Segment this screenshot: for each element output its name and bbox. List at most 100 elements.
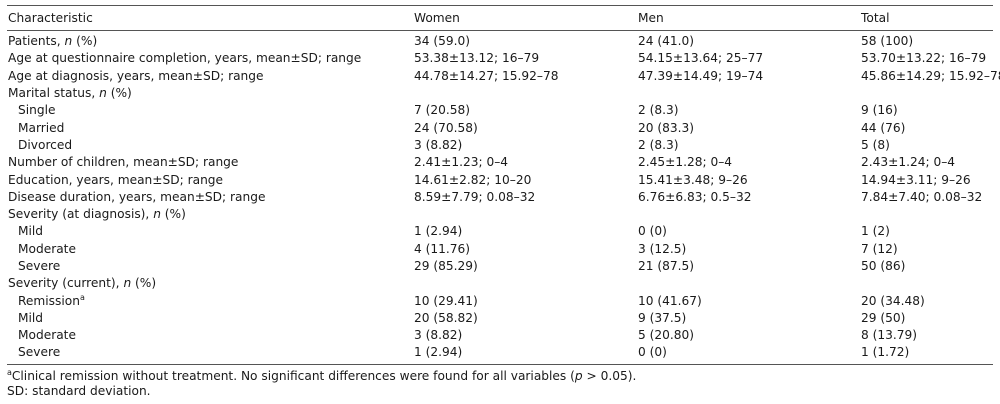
cell-men: 5 (20.80) bbox=[638, 328, 695, 343]
table-row: Remissiona 10 (29.41) 10 (41.67) 20 (34.48) bbox=[7, 292, 993, 309]
cell-total bbox=[860, 206, 993, 223]
cell-total: 7.84±7.40; 0.08–32 bbox=[861, 189, 983, 204]
cell-men bbox=[637, 275, 860, 292]
row-label-text: Severity (current), bbox=[8, 276, 124, 291]
table-row: Severity (at diagnosis), n (%) bbox=[7, 206, 993, 223]
row-label-text: Married bbox=[18, 120, 65, 135]
row-label: Moderate bbox=[7, 241, 413, 258]
row-label: Severe bbox=[7, 344, 413, 365]
cell-men bbox=[637, 85, 860, 102]
cell-total: 45.86±14.29; 15.92–78 bbox=[861, 68, 1000, 83]
row-label: Number of children, mean±SD; range bbox=[7, 154, 413, 171]
cell-total: 9 (16) bbox=[861, 103, 898, 118]
row-label-tail: (%) bbox=[72, 34, 98, 49]
row-label-text: Marital status, bbox=[8, 86, 100, 101]
row-label-italic: n bbox=[153, 207, 161, 222]
row-label: Disease duration, years, mean±SD; range bbox=[7, 189, 413, 206]
row-label-text: Number of children, mean±SD; range bbox=[8, 155, 239, 170]
cell-men: 2.45±1.28; 0–4 bbox=[638, 155, 733, 170]
cell-men: 0 (0) bbox=[638, 224, 667, 239]
table-row: Age at diagnosis, years, mean±SD; range 4… bbox=[7, 68, 1000, 85]
cell-women: 2.41±1.23; 0–4 bbox=[414, 155, 509, 170]
table-row: Married 24 (70.58) 20 (83.3) 44 (76) bbox=[7, 119, 993, 136]
row-label-text: Remission bbox=[18, 293, 80, 308]
footnotes: aClinical remission without treatment. N… bbox=[7, 367, 993, 400]
cell-women: 1 (2.94) bbox=[413, 344, 637, 365]
table-body: Patients, n (%) 34 (59.0) 24 (41.0) 58 (100… bbox=[7, 31, 1000, 365]
cell-men: 2 (8.3) bbox=[638, 137, 679, 152]
row-label-text: Divorced bbox=[18, 137, 73, 152]
cell-women: 7 (20.58) bbox=[414, 103, 471, 118]
cell-women: 53.38±13.12; 16–79 bbox=[414, 51, 540, 66]
table-header-row: Characteristic Women Men Total bbox=[7, 5, 993, 31]
characteristics-table: Characteristic Women Men Total Patients,… bbox=[7, 5, 1000, 365]
cell-women: 1 (2.94) bbox=[414, 224, 463, 239]
cell-total: 50 (86) bbox=[861, 259, 906, 273]
row-label: Patients, n (%) bbox=[7, 31, 413, 51]
cell-total: 5 (8) bbox=[861, 137, 890, 152]
cell-total: 29 (50) bbox=[861, 310, 906, 325]
table-row: Mild 1 (2.94) 0 (0) 1 (2) bbox=[7, 223, 993, 240]
footnote-a-text: Clinical remission without treatment. No… bbox=[11, 368, 575, 383]
cell-total: 1 (1.72) bbox=[860, 344, 993, 365]
table-container: Characteristic Women Men Total Patients,… bbox=[7, 0, 1000, 400]
cell-total: 58 (100) bbox=[861, 34, 914, 49]
cell-women: 29 (85.29) bbox=[414, 259, 478, 273]
cell-men: 47.39±14.49; 19–74 bbox=[638, 68, 764, 83]
cell-total: 1 (2) bbox=[861, 224, 890, 239]
cell-men: 3 (12.5) bbox=[638, 241, 687, 256]
row-label: Remissiona bbox=[7, 292, 413, 309]
table-row: Severe 1 (2.94) 0 (0) 1 (1.72) bbox=[7, 344, 993, 365]
cell-men: 54.15±13.64; 25–77 bbox=[638, 51, 764, 66]
row-label-text: Severe bbox=[18, 345, 61, 360]
row-label-text: Education, years, mean±SD; range bbox=[8, 172, 224, 187]
row-label-text: Patients, bbox=[8, 34, 65, 49]
header-men: Men bbox=[637, 5, 860, 31]
row-label: Severity (at diagnosis), n (%) bbox=[7, 206, 413, 223]
cell-men: 24 (41.0) bbox=[638, 34, 695, 49]
row-label-text: Severe bbox=[18, 259, 61, 273]
cell-women: 44.78±14.27; 15.92–78 bbox=[414, 68, 559, 83]
cell-men: 6.76±6.83; 0.5–32 bbox=[638, 189, 752, 204]
cell-women: 34 (59.0) bbox=[414, 34, 471, 49]
cell-men bbox=[637, 206, 860, 223]
row-label: Mild bbox=[7, 310, 413, 327]
footnote-marker: a bbox=[7, 367, 12, 377]
cell-total: 20 (34.48) bbox=[861, 293, 925, 308]
cell-women: 4 (11.76) bbox=[414, 241, 471, 256]
table-row: Disease duration, years, mean±SD; range 8… bbox=[7, 189, 993, 206]
table-row: Moderate 4 (11.76) 3 (12.5) 7 (12) bbox=[7, 241, 993, 258]
row-label-superscript: a bbox=[79, 292, 85, 302]
cell-men: 21 (87.5) bbox=[638, 259, 695, 273]
footnote-a: aClinical remission without treatment. N… bbox=[7, 367, 993, 385]
header-total: Total bbox=[860, 5, 993, 31]
cell-men: 10 (41.67) bbox=[638, 293, 702, 308]
cell-men: 15.41±3.48; 9–26 bbox=[638, 172, 748, 187]
table-row: Patients, n (%) 34 (59.0) 24 (41.0) 58 (100… bbox=[7, 31, 993, 51]
cell-men: 0 (0) bbox=[637, 344, 860, 365]
table-row: Number of children, mean±SD; range 2.41±1… bbox=[7, 154, 993, 171]
row-label: Severity (current), n (%) bbox=[7, 275, 413, 292]
row-label: Moderate bbox=[7, 327, 413, 344]
cell-women bbox=[413, 206, 637, 223]
cell-total: 14.94±3.11; 9–26 bbox=[861, 172, 971, 187]
row-label-text: Age at diagnosis, years, mean±SD; range bbox=[8, 68, 264, 83]
row-label: Marital status, n (%) bbox=[7, 85, 413, 102]
row-label-italic: n bbox=[123, 276, 132, 291]
header-characteristic: Characteristic bbox=[7, 5, 413, 31]
cell-women: 24 (70.58) bbox=[414, 120, 478, 135]
cell-total bbox=[860, 275, 993, 292]
row-label-tail: (%) bbox=[106, 86, 132, 101]
row-label: Married bbox=[7, 119, 413, 136]
row-label: Divorced bbox=[7, 137, 413, 154]
cell-total: 2.43±1.24; 0–4 bbox=[861, 155, 956, 170]
table-row: Severity (current), n (%) bbox=[7, 275, 993, 292]
cell-total: 7 (12) bbox=[861, 241, 898, 256]
footnote-a-tail: > 0.05). bbox=[582, 368, 637, 383]
row-label-text: Age at questionnaire completion, years, … bbox=[8, 51, 362, 66]
cell-women: 8.59±7.79; 0.08–32 bbox=[414, 189, 536, 204]
row-label-tail: (%) bbox=[131, 276, 157, 291]
table-row: Age at questionnaire completion, years, … bbox=[7, 50, 993, 67]
table-row: Education, years, mean±SD; range 14.61±2.… bbox=[7, 171, 993, 188]
row-label-text: Moderate bbox=[18, 328, 76, 343]
